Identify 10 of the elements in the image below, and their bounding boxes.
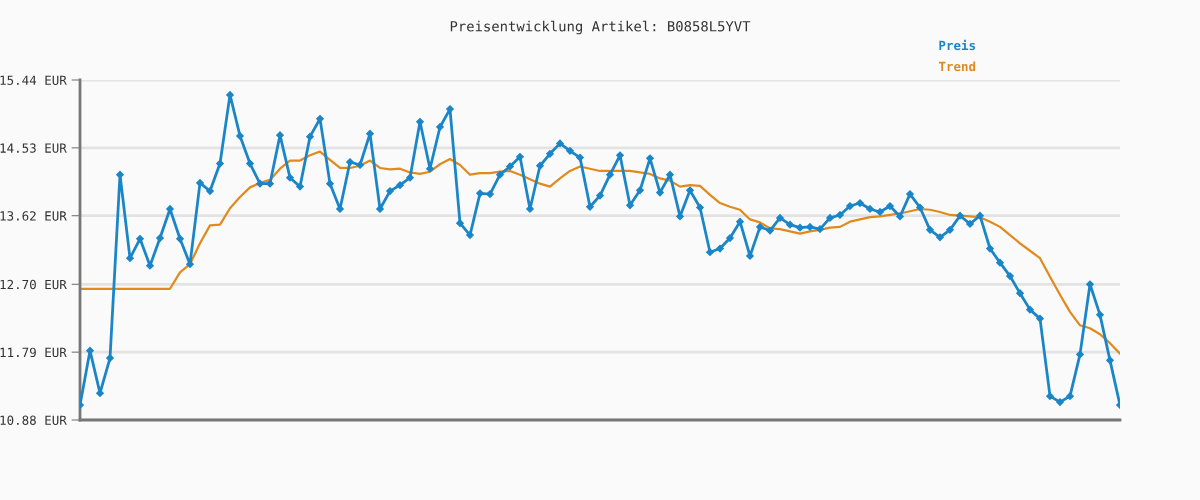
y-tick-label: 14.53 EUR: [0, 143, 67, 153]
y-tick-label: 11.79 EUR: [0, 347, 67, 358]
y-tick-label: 13.62 EUR: [0, 211, 67, 221]
y-tick-label: 12.70 EUR: [0, 279, 67, 290]
line-series: [80, 150, 1120, 355]
text: Trend: [938, 61, 976, 72]
chart-title: Preisentwicklung Artikel: B0858L5YVT: [450, 20, 751, 35]
text: Preis: [939, 39, 976, 51]
y-tick-label: 15.44 EUR: [0, 75, 67, 85]
y-tick-label: 10.88 EUR: [0, 415, 67, 425]
